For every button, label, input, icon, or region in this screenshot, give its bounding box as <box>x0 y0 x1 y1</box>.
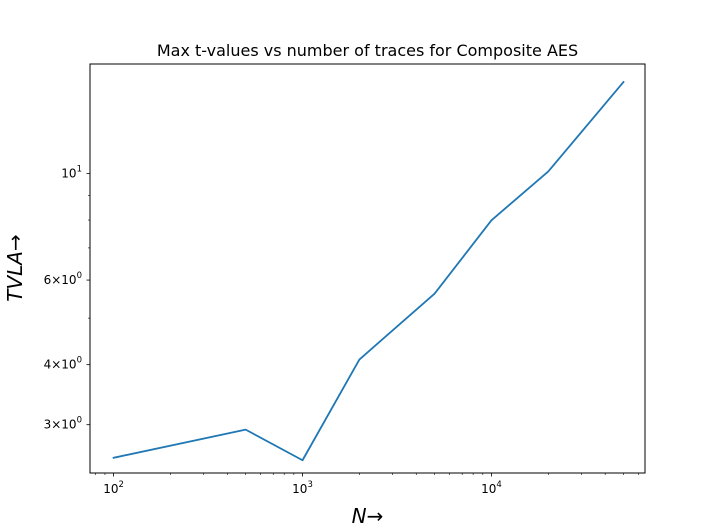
y-tick-label: 4×100 <box>44 356 82 372</box>
series-line <box>112 80 625 462</box>
x-tick-label: 103 <box>292 480 313 496</box>
axis-ticks: 102 103 104 3×100 4×100 6×100 101 <box>44 164 639 496</box>
plot-frame <box>89 63 646 474</box>
y-tick-label: 6×100 <box>44 271 82 287</box>
x-tick-label: 102 <box>103 480 124 496</box>
plot-area <box>112 80 625 462</box>
y-axis-label: TVLA→ <box>3 234 27 301</box>
y-tick-label: 101 <box>61 164 82 180</box>
y-tick-label: 3×100 <box>44 416 82 432</box>
x-axis-label: N→ <box>352 504 384 528</box>
x-tick-label: 104 <box>481 480 502 496</box>
chart-title: Max t-values vs number of traces for Com… <box>157 41 578 60</box>
